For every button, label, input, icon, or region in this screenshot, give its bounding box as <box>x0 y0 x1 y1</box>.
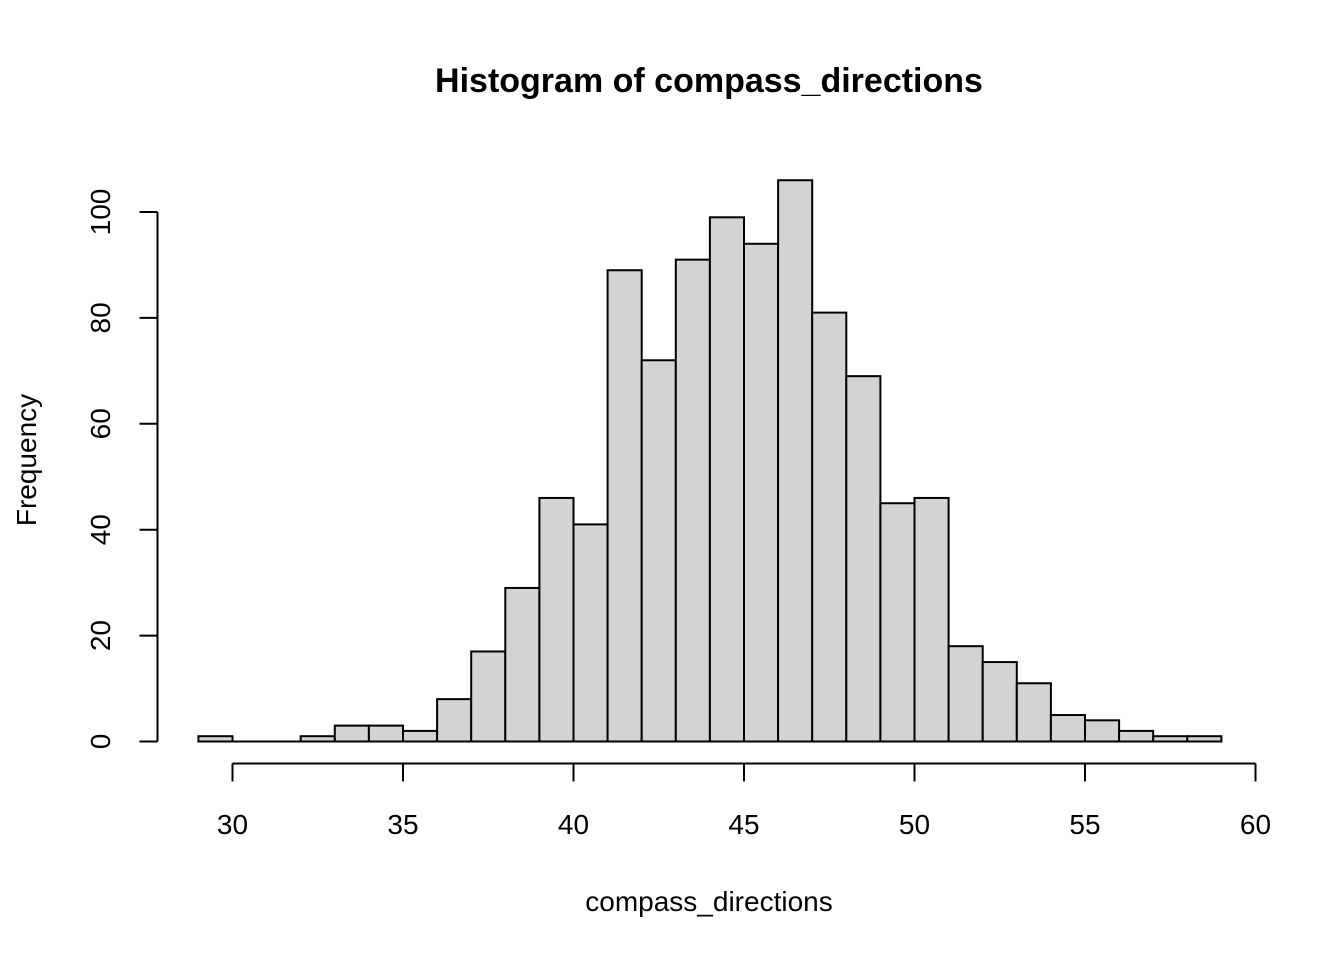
histogram-bar <box>947 645 984 743</box>
x-tick-label: 45 <box>728 809 759 840</box>
bars-group <box>197 179 1223 743</box>
histogram-bar <box>299 735 336 743</box>
histogram-bar <box>572 523 609 743</box>
histogram-bar <box>333 724 370 743</box>
histogram-bar <box>606 269 643 743</box>
y-axis-label: Frequency <box>11 394 42 526</box>
x-tick-label: 50 <box>899 809 930 840</box>
y-tick-label: 20 <box>85 620 116 651</box>
x-tick-label: 30 <box>217 809 248 840</box>
y-tick-label: 0 <box>85 734 116 750</box>
y-tick-label: 100 <box>85 189 116 236</box>
histogram-bar <box>708 216 746 743</box>
histogram-bar <box>1084 719 1121 743</box>
histogram-bar <box>777 179 814 743</box>
histogram-bar <box>1186 735 1223 743</box>
histogram-bar <box>913 496 950 743</box>
histogram-bar <box>1049 714 1087 743</box>
histogram-bar <box>640 359 677 743</box>
y-tick-label: 60 <box>85 408 116 439</box>
x-tick-label: 60 <box>1240 809 1271 840</box>
x-tick-label: 55 <box>1069 809 1100 840</box>
histogram-bar <box>504 586 541 743</box>
histogram-bar <box>879 502 916 743</box>
histogram-bar <box>1118 729 1155 743</box>
histogram-bar <box>436 698 473 743</box>
x-tick-label: 40 <box>558 809 589 840</box>
histogram-bar <box>1015 682 1052 743</box>
histogram-bar <box>197 735 234 743</box>
histogram-bar <box>981 661 1018 743</box>
y-tick-label: 40 <box>85 514 116 545</box>
histogram-bar <box>538 496 575 743</box>
x-tick-label: 35 <box>387 809 418 840</box>
y-axis: 0 20 40 60 80 100 <box>85 189 159 750</box>
histogram-bar <box>367 724 404 743</box>
histogram-bar <box>811 311 848 743</box>
x-axis-label: compass_directions <box>585 886 832 917</box>
histogram-bar <box>845 375 882 743</box>
chart-title: Histogram of compass_directions <box>435 62 983 100</box>
x-axis: 30 35 40 45 50 55 60 <box>217 762 1271 840</box>
histogram-bar <box>1152 735 1189 743</box>
y-tick-label: 80 <box>85 302 116 333</box>
histogram-bar <box>743 242 780 743</box>
histogram-bar <box>674 258 711 743</box>
histogram-bar <box>402 729 439 743</box>
histogram-bar <box>470 650 507 743</box>
